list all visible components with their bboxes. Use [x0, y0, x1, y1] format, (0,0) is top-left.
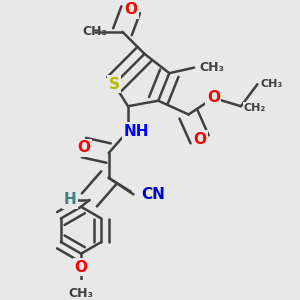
Text: NH: NH [124, 124, 149, 139]
Text: CH₂: CH₂ [244, 103, 266, 112]
Text: CH₃: CH₃ [260, 79, 283, 89]
Text: O: O [75, 260, 88, 275]
Text: CH₃: CH₃ [200, 61, 225, 74]
Text: O: O [207, 91, 220, 106]
Text: O: O [77, 140, 90, 155]
Text: O: O [124, 2, 137, 17]
Text: H: H [64, 192, 76, 207]
Text: CH₃: CH₃ [82, 25, 107, 38]
Text: S: S [109, 77, 120, 92]
Text: CH₃: CH₃ [69, 287, 94, 300]
Text: O: O [193, 132, 206, 147]
Text: CN: CN [142, 187, 166, 202]
